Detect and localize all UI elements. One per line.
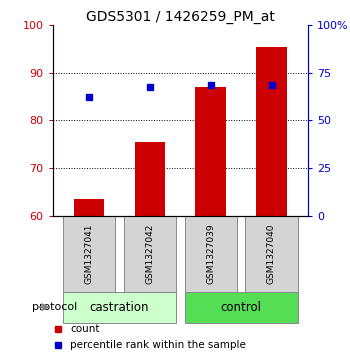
Text: protocol: protocol <box>33 302 78 312</box>
Text: GSM1327040: GSM1327040 <box>267 223 276 284</box>
FancyBboxPatch shape <box>63 291 176 323</box>
Text: control: control <box>220 301 261 314</box>
Bar <box>74 199 104 216</box>
Text: GSM1327041: GSM1327041 <box>84 223 93 284</box>
Bar <box>195 87 226 216</box>
FancyBboxPatch shape <box>124 216 176 291</box>
FancyBboxPatch shape <box>184 216 237 291</box>
Bar <box>256 47 287 216</box>
FancyBboxPatch shape <box>184 291 298 323</box>
FancyBboxPatch shape <box>63 216 115 291</box>
Text: GSM1327039: GSM1327039 <box>206 223 215 284</box>
Text: castration: castration <box>90 301 149 314</box>
Text: GSM1327042: GSM1327042 <box>145 223 154 284</box>
Text: percentile rank within the sample: percentile rank within the sample <box>70 340 246 350</box>
Bar <box>135 142 165 216</box>
FancyBboxPatch shape <box>245 216 298 291</box>
Text: count: count <box>70 324 100 334</box>
Title: GDS5301 / 1426259_PM_at: GDS5301 / 1426259_PM_at <box>86 11 275 24</box>
